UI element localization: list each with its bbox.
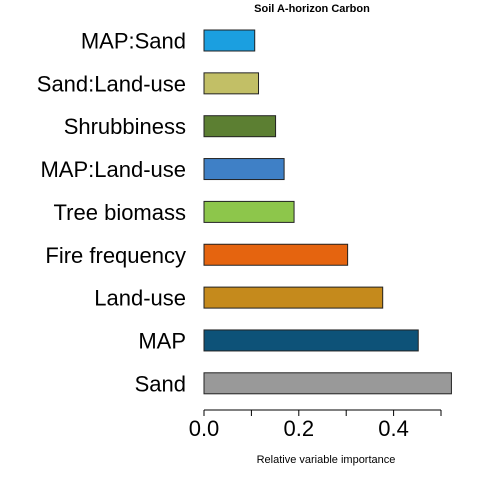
- x-tick-label: 0.2: [284, 416, 315, 441]
- category-label: MAP:Land-use: [40, 157, 186, 182]
- category-label: Shrubbiness: [64, 114, 186, 139]
- bar-map-land-use: [203, 158, 285, 181]
- bar-land-use: [203, 286, 384, 309]
- x-axis: 0.0 0.2 0.4: [189, 409, 442, 441]
- category-label: MAP:Sand: [81, 29, 186, 54]
- bar-sand: [203, 372, 452, 395]
- x-axis-label: Relative variable importance: [257, 454, 396, 466]
- x-tick-label: 0.0: [189, 416, 220, 441]
- category-label: Land-use: [94, 286, 186, 311]
- bar-fire-frequency: [203, 243, 349, 266]
- chart-title: Soil A-horizon Carbon: [254, 3, 370, 15]
- x-tick-label: 0.4: [378, 416, 409, 441]
- category-labels: MAP:Sand Sand:Land-use Shrubbiness MAP:Land…: [37, 29, 186, 397]
- bar-map-sand: [203, 29, 256, 52]
- bars-group: [203, 29, 452, 395]
- category-label: Sand:Land-use: [37, 71, 186, 96]
- bar-shrubbiness: [203, 115, 277, 138]
- category-label: Tree biomass: [54, 200, 186, 225]
- bar-sand-land-use: [203, 72, 260, 95]
- category-label: Sand: [135, 371, 186, 396]
- bar-map: [203, 329, 419, 352]
- category-label: Fire frequency: [45, 243, 186, 268]
- category-label: MAP: [138, 328, 186, 353]
- bar-tree-biomass: [203, 200, 295, 223]
